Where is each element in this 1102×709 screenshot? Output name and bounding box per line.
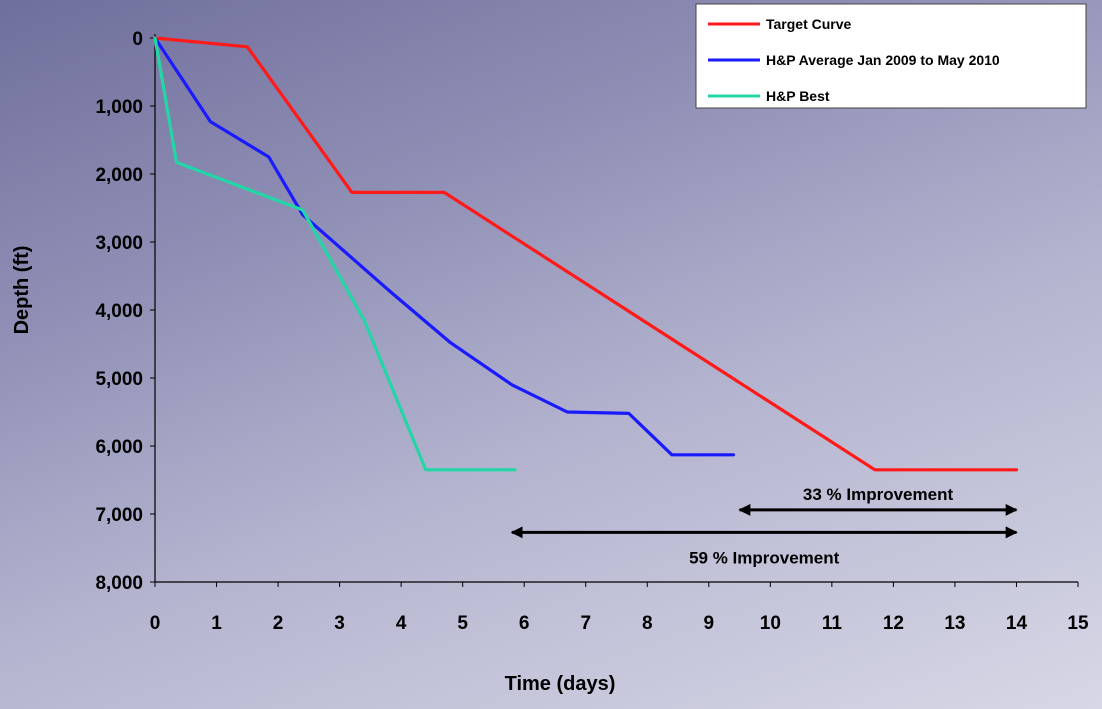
x-tick-label: 8 [642, 613, 653, 634]
series-line-3 [153, 36, 517, 472]
legend-label-2: H&P Average Jan 2009 to May 2010 [766, 52, 1000, 68]
x-tick-label: 2 [273, 613, 284, 634]
x-tick-label: 10 [760, 613, 781, 634]
y-tick-label: 5,000 [95, 369, 143, 390]
y-tick-label: 7,000 [95, 505, 143, 526]
x-tick-label: 3 [334, 613, 345, 634]
annotation-layer: 33 % Improvement 59 % Improvement [510, 485, 1018, 567]
x-tick-label: 5 [457, 613, 468, 634]
series-line-2 [153, 36, 736, 457]
x-tick-label: 6 [519, 613, 530, 634]
x-tick-label: 9 [704, 613, 715, 634]
series-layer [153, 36, 1019, 472]
y-tick-label: 2,000 [95, 165, 143, 186]
improvement-label-2: 59 % Improvement [689, 548, 840, 567]
y-tick-label: 1,000 [95, 97, 143, 118]
x-tick-label: 12 [883, 613, 904, 634]
x-tick-label: 1 [211, 613, 222, 634]
legend-box [695, 3, 1087, 109]
x-axis: 0 1 2 3 4 5 6 7 8 9 10 11 12 13 14 15 [150, 581, 1089, 634]
x-tick-label: 0 [150, 613, 161, 634]
x-tick-label: 11 [822, 613, 843, 634]
x-tick-label: 14 [1006, 613, 1028, 634]
y-tick-label: 0 [132, 29, 143, 50]
legend-label-3: H&P Best [766, 88, 830, 104]
series-line-1 [153, 36, 1019, 472]
y-tick-label: 4,000 [95, 301, 143, 322]
x-tick-label: 4 [396, 613, 407, 634]
x-tick-label: 13 [944, 613, 965, 634]
y-tick-label: 8,000 [95, 573, 143, 594]
legend-label-1: Target Curve [766, 16, 852, 32]
y-tick-label: 3,000 [95, 233, 143, 254]
x-tick-label: 7 [580, 613, 591, 634]
x-tick-label: 15 [1067, 613, 1089, 634]
legend: Target Curve H&P Average Jan 2009 to May … [695, 3, 1087, 109]
y-axis-title: Depth (ft) [11, 246, 33, 335]
x-axis-title: Time (days) [505, 673, 616, 695]
improvement-label-1: 33 % Improvement [803, 485, 954, 504]
y-tick-label: 6,000 [95, 437, 143, 458]
y-axis: 0 1,000 2,000 3,000 4,000 5,000 6,000 7,000 8,00… [95, 29, 156, 594]
